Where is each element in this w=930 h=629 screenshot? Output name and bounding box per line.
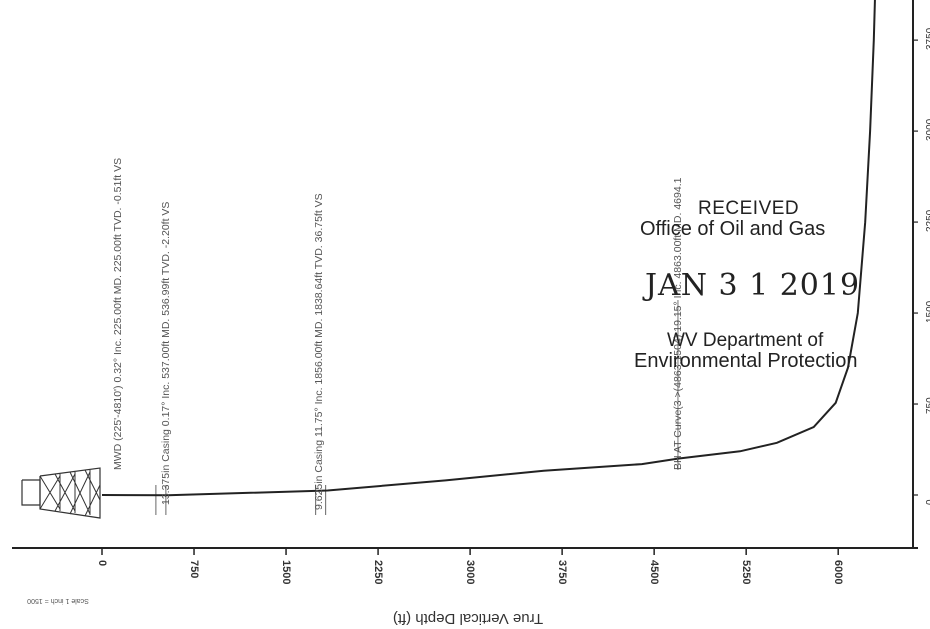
y-tick-label: 1500 — [925, 300, 930, 324]
x-tick-label: 3750 — [556, 560, 569, 585]
y-tick-label: 3750 — [925, 27, 930, 51]
annotation-label: MWD (225'-4810') 0.32° Inc. 225.00ft MD.… — [112, 157, 124, 470]
y-tick-label: 3000 — [925, 118, 930, 142]
x-tick-label: 5250 — [740, 560, 753, 585]
x-tick-label: 2250 — [372, 560, 385, 585]
stamp-environment-text: Environmental Protection — [634, 350, 858, 372]
y-tick-label: 2250 — [925, 209, 930, 233]
stamp-date-text: JAN 3 1 2019 — [645, 268, 861, 303]
x-tick-label: 3000 — [464, 560, 477, 585]
casing-shoe-marker — [155, 485, 167, 515]
x-tick-label: 0 — [96, 560, 108, 567]
scale-note: Scale 1 inch = 1500 — [27, 597, 89, 604]
x-tick-label: 6000 — [832, 560, 845, 585]
x-tick-label: 750 — [188, 560, 201, 579]
y-tick-label: 0 — [925, 499, 930, 505]
drilling-rig-icon — [21, 467, 101, 519]
y-tick-label: 750 — [925, 397, 930, 415]
x-tick-label: 1500 — [280, 560, 293, 585]
annotation-label: 13.375in Casing 0.17° Inc. 537.00ft MD. … — [160, 201, 172, 505]
stamp-department-text: WV Department of — [667, 330, 824, 351]
stamp-received-text: RECEIVED — [698, 198, 800, 219]
wellbore-path-line — [101, 0, 876, 497]
axes — [12, 0, 918, 555]
received-stamp: RECEIVED Office of Oil and Gas JAN 3 1 2… — [620, 190, 900, 400]
annotation-label: 9.625in Casing 11.75° Inc. 1856.00ft MD.… — [313, 193, 325, 510]
x-axis-label: True Vertical Depth (ft) — [392, 610, 544, 627]
x-tick-label: 4500 — [648, 560, 661, 585]
stamp-office-text: Office of Oil and Gas — [640, 218, 826, 240]
